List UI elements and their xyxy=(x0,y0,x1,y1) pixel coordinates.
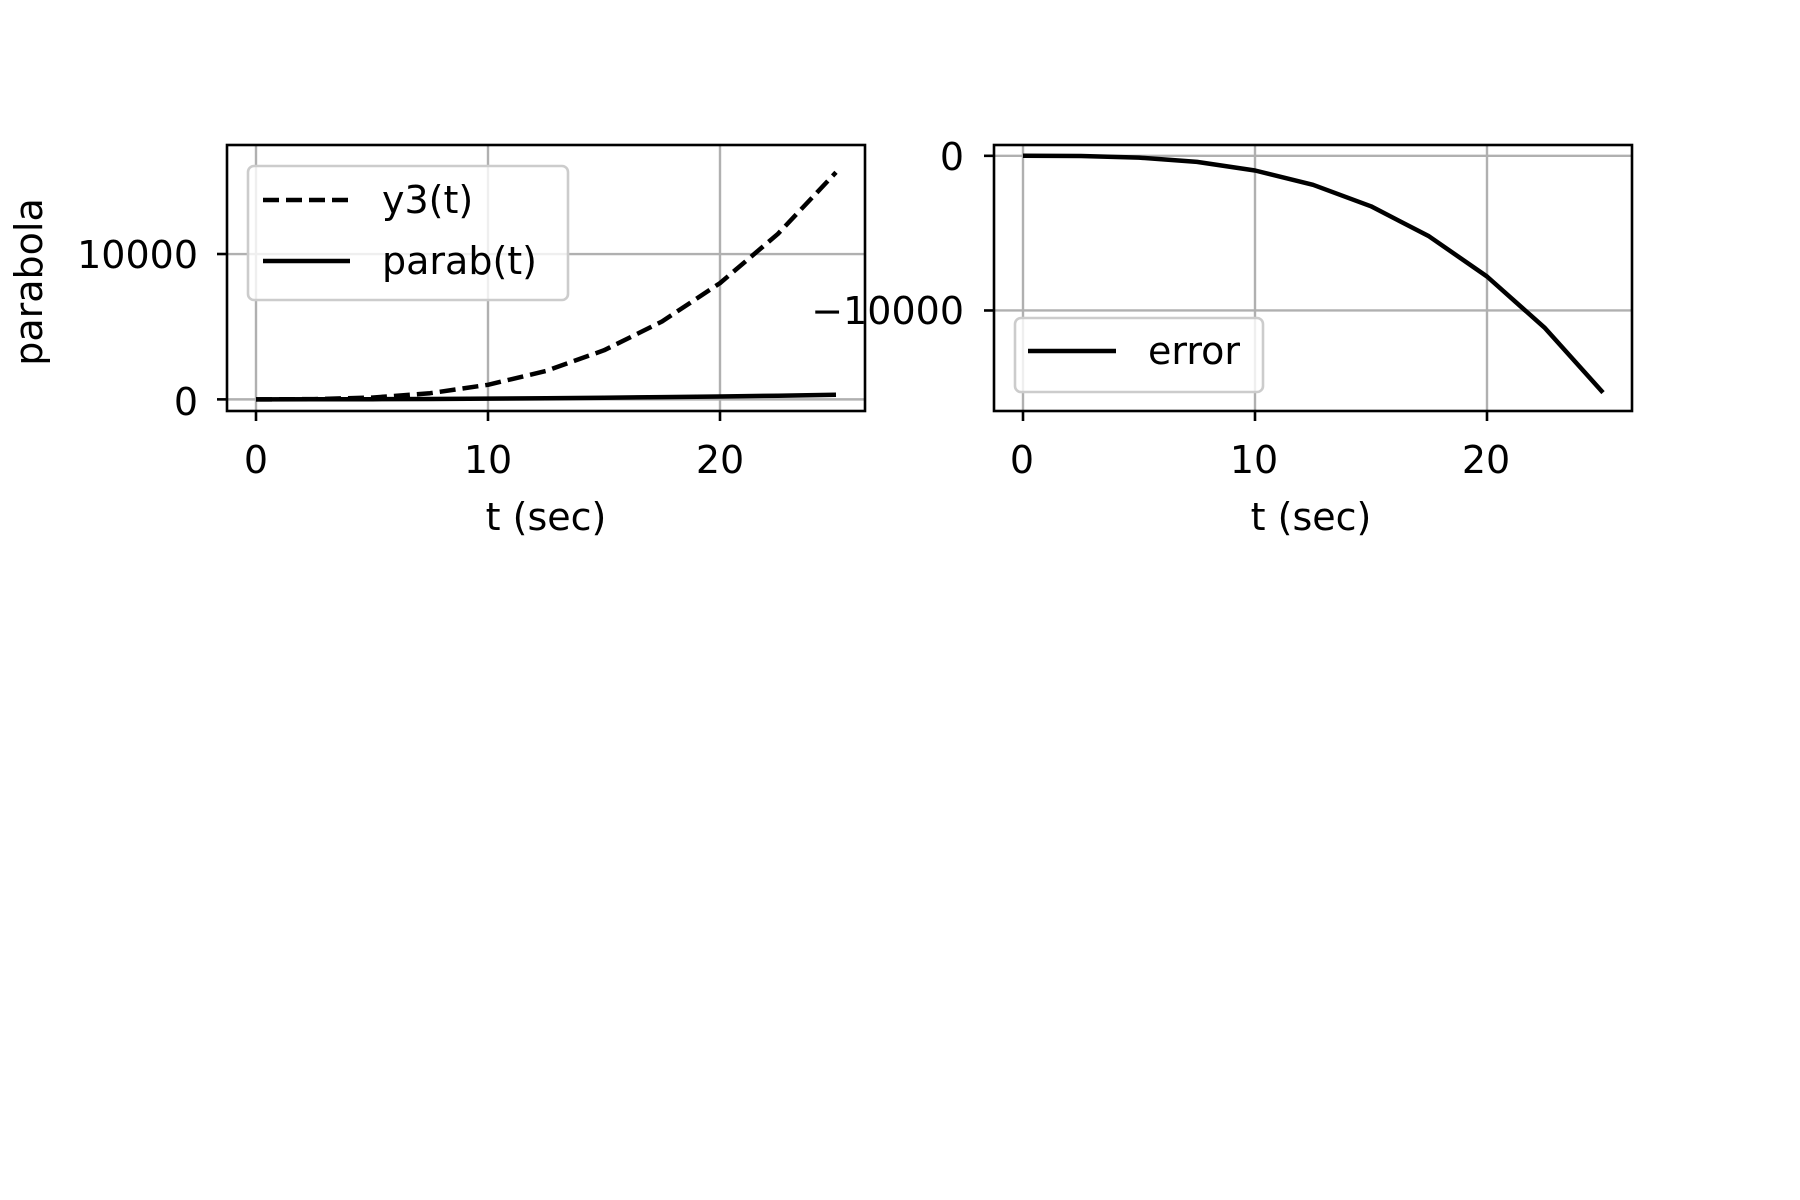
legend-label-parab: parab(t) xyxy=(382,239,537,283)
left-y-tick-label-0: 0 xyxy=(174,380,198,424)
right-axes-frame xyxy=(992,143,1634,413)
left-series-layer xyxy=(255,170,838,402)
left-legend-box xyxy=(246,164,570,302)
right-subplot: 0 10 20 0 −10000 t (sec) error xyxy=(811,135,1634,539)
legend-label-y3: y3(t) xyxy=(382,178,473,222)
right-y-tick-label-minus-10000: −10000 xyxy=(811,289,964,333)
right-legend: error xyxy=(1013,316,1265,394)
left-subplot: 0 10 20 0 10000 t (sec) parabola y3(t) p… xyxy=(7,143,867,539)
left-y-tick-label-10000: 10000 xyxy=(77,233,198,277)
legend-label-error: error xyxy=(1148,329,1240,373)
left-x-tick-label-20: 20 xyxy=(696,438,744,482)
left-x-tick-label-0: 0 xyxy=(244,438,268,482)
left-y-axis-label: parabola xyxy=(7,198,51,366)
left-tick-marks xyxy=(217,252,722,421)
right-tick-marks xyxy=(984,154,1489,421)
left-axes-frame xyxy=(225,143,867,413)
right-legend-box xyxy=(1013,316,1265,394)
series-line-error xyxy=(1022,153,1605,395)
right-series-layer xyxy=(1022,153,1605,395)
right-x-tick-label-0: 0 xyxy=(1010,438,1034,482)
left-x-tick-label-10: 10 xyxy=(464,438,512,482)
right-x-tick-label-10: 10 xyxy=(1230,438,1278,482)
right-x-tick-label-20: 20 xyxy=(1462,438,1510,482)
left-legend: y3(t) parab(t) xyxy=(246,164,570,302)
series-line-parab-t- xyxy=(255,392,837,402)
right-y-tick-label-0: 0 xyxy=(940,135,964,179)
right-x-axis-label: t (sec) xyxy=(1251,495,1372,539)
left-x-axis-label: t (sec) xyxy=(486,495,607,539)
